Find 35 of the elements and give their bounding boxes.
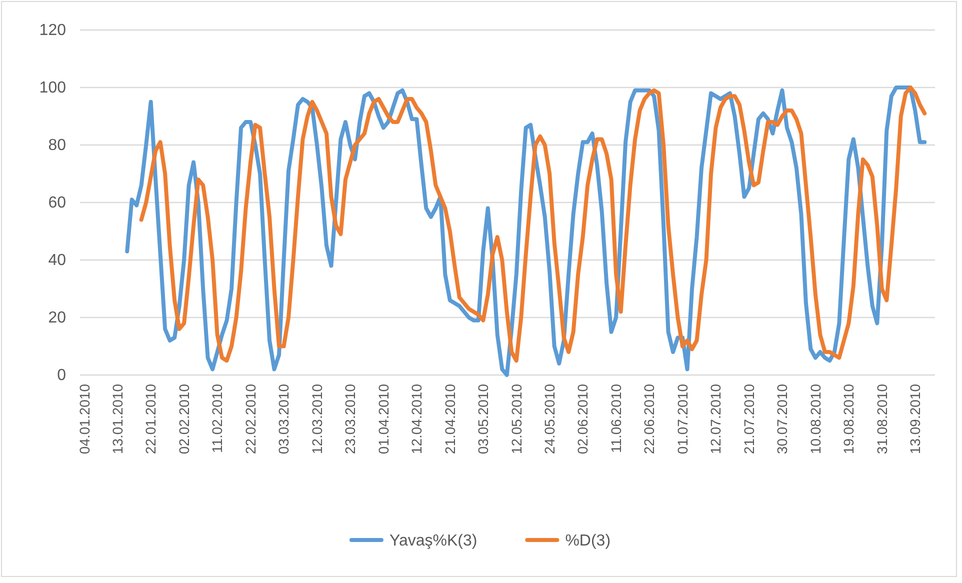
y-tick-label: 20 — [48, 310, 66, 327]
x-tick-label: 22.06.2010 — [641, 384, 658, 454]
x-tick-label: 22.01.2010 — [142, 384, 159, 454]
x-tick-label: 12.03.2010 — [308, 384, 325, 454]
x-tick-label: 22.02.2010 — [242, 384, 258, 454]
x-tick-label: 01.07.2010 — [674, 384, 690, 454]
x-tick-label: 31.08.2010 — [874, 384, 890, 454]
x-tick-label: 11.02.2010 — [209, 384, 226, 454]
x-tick-label: 02.02.2010 — [176, 384, 192, 454]
x-tick-label: 19.08.2010 — [840, 384, 857, 454]
x-tick-label: 04.01.2010 — [76, 384, 92, 454]
x-tick-label: 12.07.2010 — [708, 384, 724, 454]
legend-label: Yavaş%K(3) — [389, 532, 478, 550]
x-tick-label: 21.07.2010 — [740, 384, 757, 454]
y-tick-label: 120 — [39, 22, 66, 40]
y-tick-label: 100 — [39, 80, 66, 97]
x-tick-label: 01.04.2010 — [375, 384, 392, 454]
x-tick-label: 24.05.2010 — [542, 384, 558, 454]
x-tick-label: 12.04.2010 — [408, 384, 425, 454]
x-tick-label: 30.07.2010 — [774, 384, 790, 454]
y-tick-label: 40 — [48, 252, 66, 270]
y-tick-label: 80 — [48, 137, 66, 154]
y-tick-label: 60 — [48, 194, 66, 212]
x-tick-label: 03.05.2010 — [475, 384, 492, 454]
x-tick-label: 02.06.2010 — [574, 384, 591, 454]
legend-label: %D(3) — [565, 532, 611, 550]
y-tick-label: 0 — [57, 367, 66, 384]
x-tick-label: 23.03.2010 — [342, 384, 358, 454]
x-tick-label: 13.09.2010 — [907, 384, 924, 454]
x-tick-label: 10.08.2010 — [807, 384, 824, 454]
x-tick-label: 03.03.2010 — [276, 384, 292, 454]
x-tick-label: 13.01.2010 — [110, 384, 126, 454]
x-tick-label: 12.05.2010 — [508, 384, 524, 454]
x-tick-label: 21.04.2010 — [442, 384, 458, 454]
x-tick-label: 11.06.2010 — [608, 384, 624, 454]
